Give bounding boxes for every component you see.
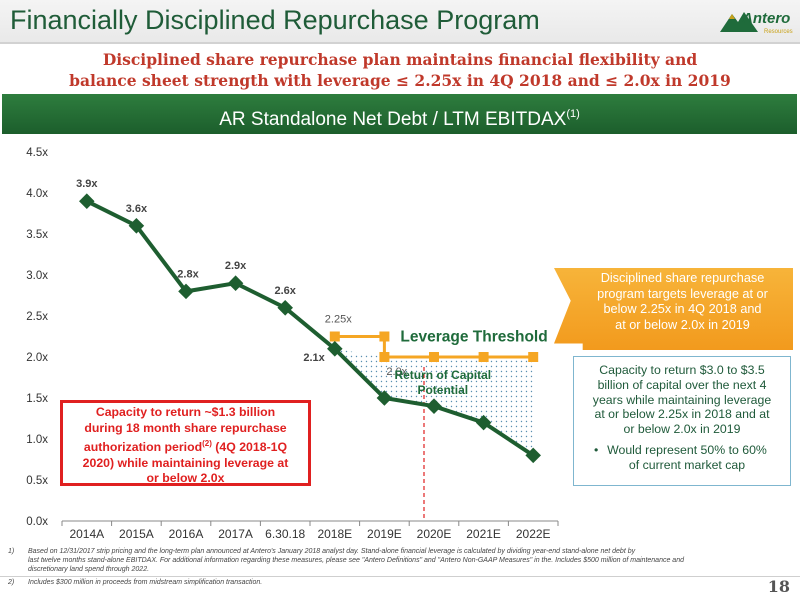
blue-callout-bullet: • Would represent 50% to 60% of current …: [580, 443, 784, 473]
y-tick-label: 2.0x: [26, 352, 48, 364]
blue-callout-line-5: or below 2.0x in 2019: [623, 422, 741, 437]
data-label: 3.9x: [76, 178, 98, 190]
threshold-marker: [429, 352, 439, 362]
orange-callout-line-4: at or below 2.0x in 2019: [615, 317, 750, 332]
y-tick-label: 4.5x: [26, 147, 48, 159]
y-tick-label: 1.0x: [26, 434, 48, 446]
red-callout-line-4: 2020) while maintaining leverage at: [82, 455, 289, 470]
capacity-callout-red: Capacity to return ~$1.3 billion during …: [60, 400, 311, 486]
chart-header-bar: AR Standalone Net Debt / LTM EBITDAX(1): [2, 94, 797, 134]
footnotes: 1) Based on 12/31/2017 strip pricing and…: [8, 548, 758, 574]
leverage-threshold-label: Leverage Threshold: [400, 329, 547, 346]
y-tick-label: 3.0x: [26, 270, 48, 282]
footnote-2-text: Includes $300 million in proceeds from m…: [28, 579, 263, 586]
subtitle-line-1: Disciplined share repurchase plan mainta…: [102, 50, 698, 69]
x-tick-label: 2022E: [516, 527, 551, 541]
data-labels: 3.9x 3.6x 2.8x 2.9x 2.6x 2.1x: [76, 178, 326, 364]
red-callout-line-5: or below 2.0x: [146, 471, 225, 486]
chart-header-text: AR Standalone Net Debt / LTM EBITDAX: [219, 109, 567, 130]
red-callout-line-3-pre: authorization period: [83, 440, 203, 455]
blue-bullet-line-2: of current market cap: [628, 457, 746, 472]
blue-callout-line-1: Capacity to return $3.0 to $3.5: [599, 363, 765, 377]
data-label: 2.1x: [303, 352, 325, 364]
page-number: 18: [767, 577, 790, 596]
y-tick-label: 4.0x: [26, 188, 48, 200]
blue-callout-line-2: billion of capital over the next 4: [597, 377, 767, 392]
slide-title: Financially Disciplined Repurchase Progr…: [10, 5, 540, 35]
chart-header-footnote-ref: (1): [566, 108, 580, 120]
data-label: 2.9x: [225, 260, 247, 272]
blue-callout-line-3: years while maintaining leverage: [592, 392, 772, 407]
footnote-1: 1) Based on 12/31/2017 strip pricing and…: [8, 548, 758, 574]
red-callout-line-1: Capacity to return ~$1.3 billion: [95, 405, 276, 419]
red-callout-footnote-ref: (2): [202, 439, 212, 448]
footnote-2: 2) Includes $300 million in proceeds fro…: [8, 579, 758, 588]
slide-subtitle: Disciplined share repurchase plan mainta…: [20, 49, 780, 91]
data-label: 2.8x: [177, 268, 199, 280]
x-axis-tick-marks: [61, 521, 559, 526]
footnote-1-line-3: discretionary land spend through 2022.: [28, 565, 150, 573]
footnote-1-line-2: last twelve months stand-alone EBITDAX. …: [28, 556, 684, 564]
y-tick-label: 0.5x: [26, 475, 48, 487]
antero-logo: Antero Resources: [718, 4, 793, 40]
x-tick-label: 2014A: [69, 527, 104, 541]
threshold-marker: [329, 331, 340, 342]
x-tick-label: 2019E: [367, 527, 402, 541]
y-tick-label: 0.0x: [26, 516, 48, 528]
red-callout-line-2: during 18 month share repurchase: [84, 420, 287, 435]
x-axis-labels: 2014A 2015A 2016A 2017A 6.30.18 2018E 2019E 202…: [69, 527, 550, 541]
blue-bullet-line-1: Would represent 50% to 60%: [607, 442, 767, 457]
x-tick-label: 2016A: [169, 527, 204, 541]
threshold-marker: [478, 352, 489, 362]
y-tick-label: 2.5x: [26, 311, 48, 323]
data-point-marker: [227, 275, 244, 291]
threshold-marker: [379, 352, 390, 362]
orange-callout-line-3: below 2.25x in 4Q 2018 and: [603, 302, 762, 316]
footnote-2-number: 2): [8, 579, 15, 586]
return-of-capital-label-1: Return of Capital: [394, 368, 491, 382]
logo-subtext: Resources: [764, 29, 793, 35]
data-point-marker: [128, 218, 145, 234]
x-tick-label: 2015A: [119, 527, 154, 541]
threshold-marker: [379, 331, 390, 342]
threshold-marker: [528, 352, 539, 362]
logo-wordmark: Antero: [742, 10, 791, 27]
y-tick-label: 3.5x: [26, 229, 48, 241]
threshold-label-2-25: 2.25x: [325, 314, 352, 326]
footnotes-2: 2) Includes $300 million in proceeds fro…: [8, 579, 758, 588]
subtitle-line-2: balance sheet strength with leverage ≤ 2…: [69, 71, 731, 90]
x-tick-label: 2017A: [218, 527, 253, 541]
repurchase-program-callout: Disciplined share repurchase program tar…: [554, 268, 793, 350]
footnote-1-number: 1): [8, 548, 15, 555]
threshold-label-2-0: 2.0x: [386, 366, 407, 378]
data-point-marker: [79, 193, 95, 209]
x-tick-label: 2020E: [417, 527, 452, 541]
data-point-marker: [178, 283, 194, 300]
blue-callout-line-4: at or below 2.25x in 2018 and at: [594, 407, 770, 422]
return-of-capital-label-2: Potential: [417, 383, 468, 397]
y-tick-label: 1.5x: [26, 393, 48, 405]
capital-return-callout: Capacity to return $3.0 to $3.5 billion …: [573, 356, 791, 486]
orange-callout-line-1: Disciplined share repurchase: [600, 271, 765, 285]
red-callout-line-3-post: (4Q 2018-1Q: [211, 440, 288, 455]
series-line: [85, 199, 535, 458]
leverage-threshold-series: [329, 331, 539, 362]
data-label: 3.6x: [126, 203, 148, 215]
x-tick-label: 2021E: [466, 527, 501, 541]
footnote-1-line-1: Based on 12/31/2017 strip pricing and th…: [28, 548, 636, 555]
data-label: 2.6x: [274, 285, 296, 297]
red-callout-line-3: authorization period(2) (4Q 2018-1Q: [63, 436, 308, 456]
bullet-icon: •: [594, 442, 599, 457]
x-tick-label: 6.30.18: [265, 527, 305, 541]
footer-rule: [0, 576, 800, 577]
mountain-logo-icon: [720, 12, 758, 32]
x-tick-label: 2018E: [317, 527, 352, 541]
title-bar: Financially Disciplined Repurchase Progr…: [0, 0, 800, 44]
y-axis-ticks: 0.0x 0.5x 1.0x 1.5x 2.0x 2.5x 3.0x 3.5x 4.0x 4.5x: [26, 147, 48, 528]
orange-callout-line-2: program targets leverage at or: [597, 286, 768, 301]
threshold-line: [334, 335, 534, 359]
